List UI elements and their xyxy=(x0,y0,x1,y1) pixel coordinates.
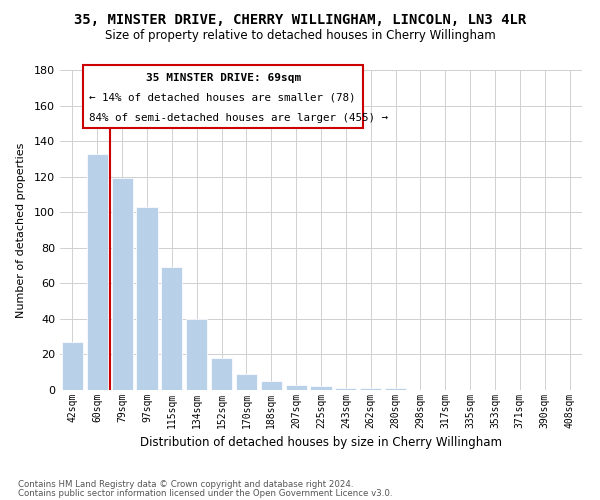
Text: 35 MINSTER DRIVE: 69sqm: 35 MINSTER DRIVE: 69sqm xyxy=(146,73,301,83)
Text: 35, MINSTER DRIVE, CHERRY WILLINGHAM, LINCOLN, LN3 4LR: 35, MINSTER DRIVE, CHERRY WILLINGHAM, LI… xyxy=(74,12,526,26)
Text: 84% of semi-detached houses are larger (455) →: 84% of semi-detached houses are larger (… xyxy=(89,113,388,123)
X-axis label: Distribution of detached houses by size in Cherry Willingham: Distribution of detached houses by size … xyxy=(140,436,502,450)
FancyBboxPatch shape xyxy=(83,65,363,128)
Bar xyxy=(62,342,83,390)
Text: Contains public sector information licensed under the Open Government Licence v3: Contains public sector information licen… xyxy=(18,488,392,498)
Y-axis label: Number of detached properties: Number of detached properties xyxy=(16,142,26,318)
Bar xyxy=(112,178,133,390)
Bar xyxy=(161,268,182,390)
Bar xyxy=(335,388,356,390)
Bar xyxy=(211,358,232,390)
Bar xyxy=(186,319,207,390)
Bar xyxy=(286,384,307,390)
Text: ← 14% of detached houses are smaller (78): ← 14% of detached houses are smaller (78… xyxy=(89,92,355,102)
Bar xyxy=(261,381,282,390)
Bar xyxy=(87,154,108,390)
Text: Contains HM Land Registry data © Crown copyright and database right 2024.: Contains HM Land Registry data © Crown c… xyxy=(18,480,353,489)
Text: Size of property relative to detached houses in Cherry Willingham: Size of property relative to detached ho… xyxy=(104,29,496,42)
Bar xyxy=(136,207,158,390)
Bar xyxy=(236,374,257,390)
Bar xyxy=(310,386,332,390)
Bar xyxy=(385,388,406,390)
Bar xyxy=(360,388,381,390)
